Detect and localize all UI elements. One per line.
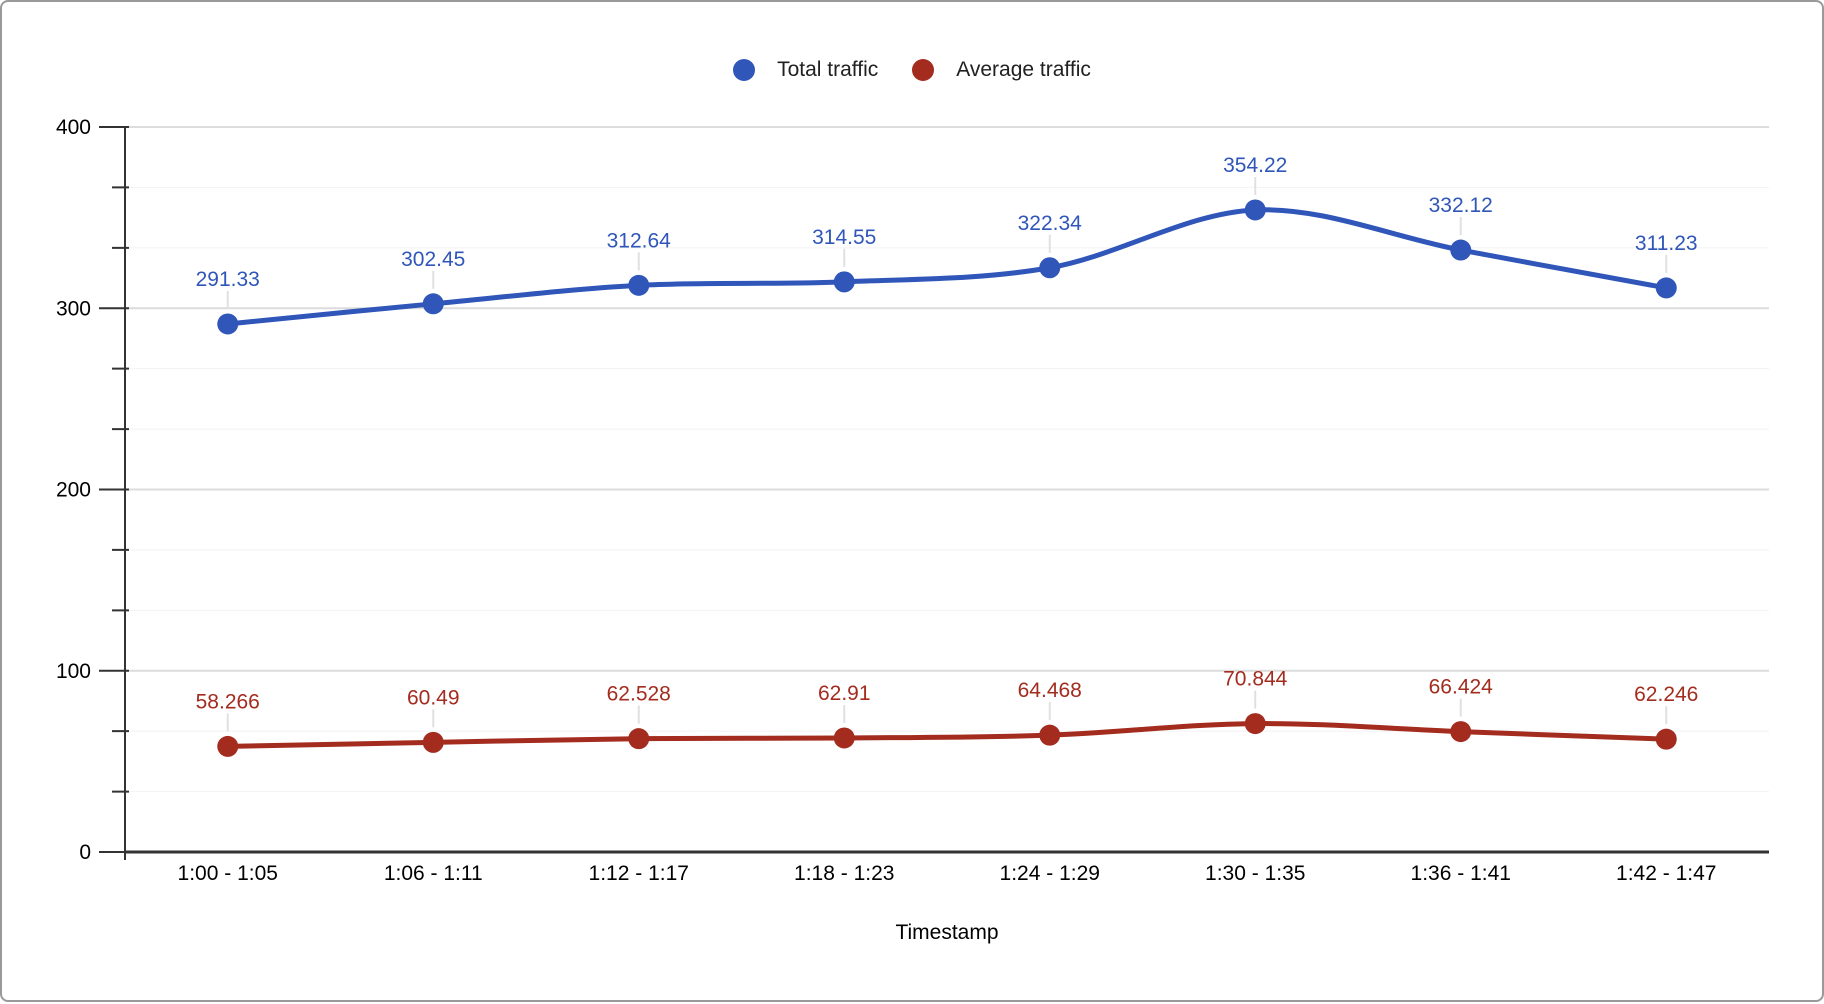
x-tick-label: 1:42 - 1:47	[1616, 862, 1716, 885]
x-tick-label: 1:18 - 1:23	[794, 862, 894, 885]
y-tick-label: 200	[56, 479, 91, 502]
data-point-average-traffic-0[interactable]	[217, 736, 238, 757]
data-label: 312.64	[607, 229, 672, 252]
data-point-total-traffic-2[interactable]	[628, 275, 649, 296]
data-label: 60.49	[407, 686, 460, 709]
data-label: 302.45	[401, 248, 465, 271]
data-point-total-traffic-5[interactable]	[1245, 199, 1266, 220]
x-tick-label: 1:36 - 1:41	[1411, 862, 1511, 885]
data-label: 291.33	[196, 268, 260, 291]
legend-swatch-icon	[733, 59, 755, 81]
data-point-average-traffic-7[interactable]	[1656, 729, 1677, 750]
legend-swatch-icon	[912, 59, 934, 81]
data-point-average-traffic-4[interactable]	[1039, 725, 1060, 746]
data-point-average-traffic-6[interactable]	[1450, 721, 1471, 742]
data-point-total-traffic-3[interactable]	[834, 271, 855, 292]
data-point-average-traffic-3[interactable]	[834, 727, 855, 748]
y-tick-label: 400	[56, 116, 91, 139]
data-label: 62.528	[607, 683, 671, 706]
x-tick-label: 1:24 - 1:29	[1000, 862, 1100, 885]
y-tick-label: 0	[79, 841, 91, 864]
y-tick-label: 300	[56, 297, 91, 320]
data-point-total-traffic-0[interactable]	[217, 313, 238, 334]
data-label: 311.23	[1635, 232, 1698, 255]
chart-legend: Total traffic Average traffic	[2, 58, 1822, 82]
data-label: 314.55	[812, 226, 876, 249]
legend-label: Total traffic	[777, 58, 878, 82]
y-tick-label: 100	[56, 660, 91, 683]
data-label: 62.246	[1634, 683, 1698, 706]
data-label: 70.844	[1223, 668, 1288, 691]
legend-item-average-traffic[interactable]: Average traffic	[912, 58, 1091, 82]
x-tick-label: 1:06 - 1:11	[384, 862, 483, 885]
legend-item-total-traffic[interactable]: Total traffic	[733, 58, 878, 82]
x-tick-label: 1:00 - 1:05	[178, 862, 278, 885]
data-label: 332.12	[1429, 194, 1493, 217]
x-tick-label: 1:30 - 1:35	[1205, 862, 1305, 885]
data-point-total-traffic-4[interactable]	[1039, 257, 1060, 278]
data-label: 66.424	[1429, 676, 1494, 699]
x-axis-title: Timestamp	[895, 921, 998, 944]
data-point-average-traffic-5[interactable]	[1245, 713, 1266, 734]
data-label: 322.34	[1018, 212, 1083, 235]
data-label: 58.266	[196, 690, 260, 713]
data-label: 64.468	[1018, 679, 1082, 702]
data-point-total-traffic-1[interactable]	[423, 293, 444, 314]
x-tick-label: 1:12 - 1:17	[589, 862, 689, 885]
legend-label: Average traffic	[956, 58, 1091, 82]
data-point-average-traffic-2[interactable]	[628, 728, 649, 749]
data-label: 62.91	[818, 682, 871, 705]
data-point-average-traffic-1[interactable]	[423, 732, 444, 753]
data-point-total-traffic-6[interactable]	[1450, 240, 1471, 261]
data-label: 354.22	[1223, 154, 1287, 177]
data-point-total-traffic-7[interactable]	[1656, 277, 1677, 298]
